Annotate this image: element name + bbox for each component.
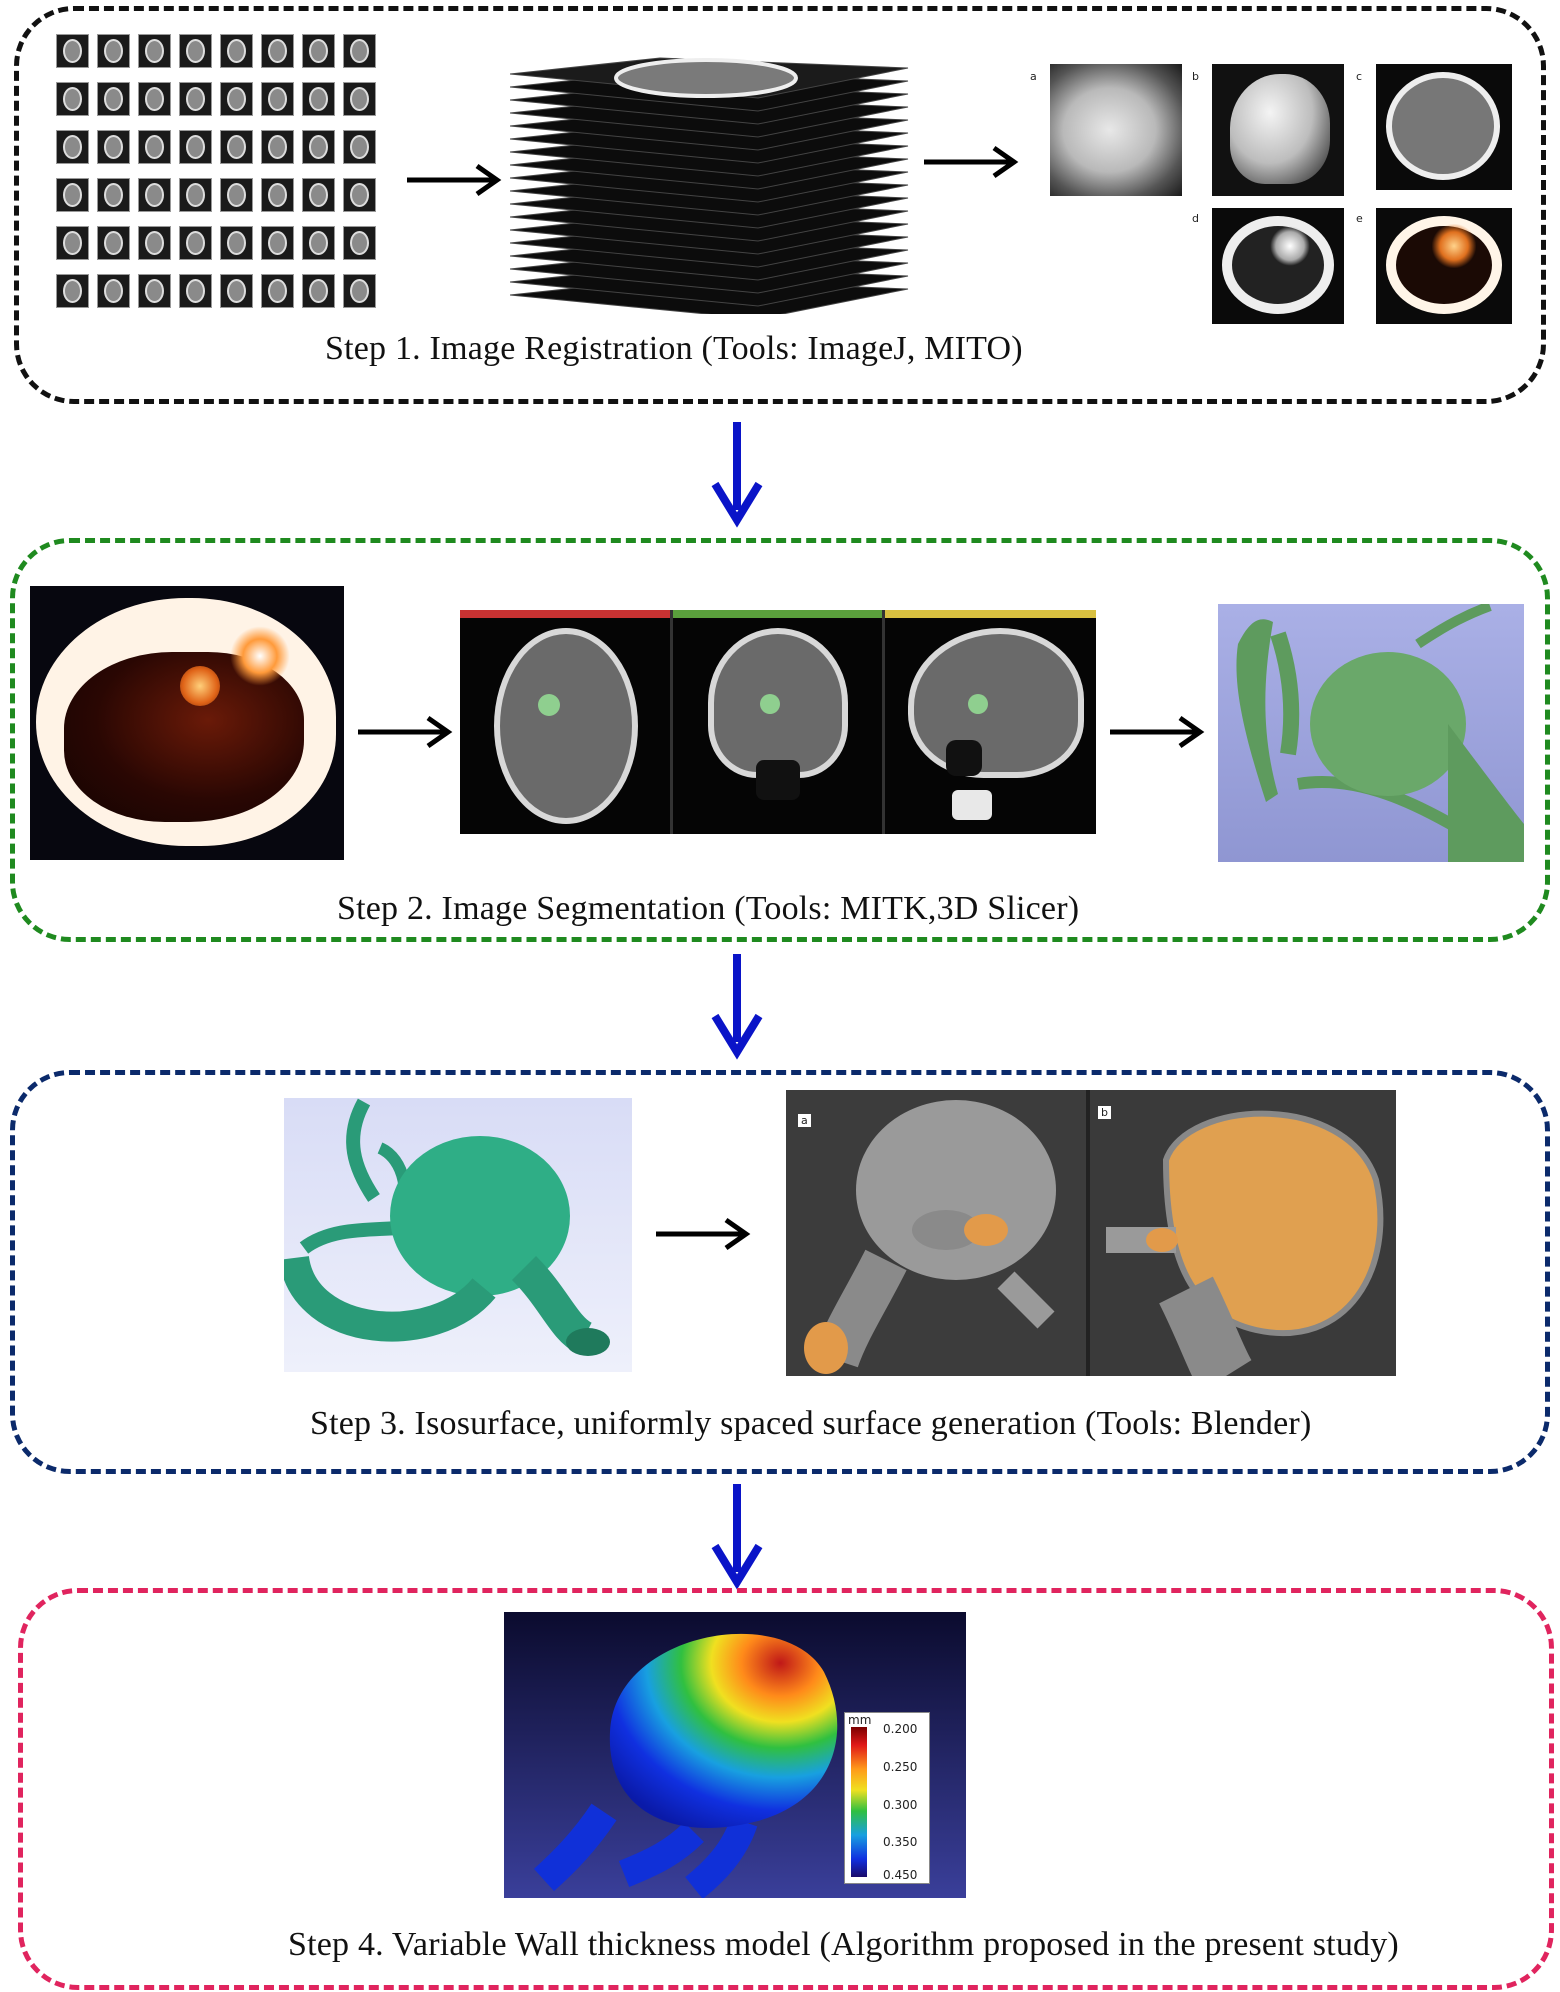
ct-slice-thumbnail [56,130,89,164]
colorbar-tick-2: 0.300 [883,1798,918,1812]
ct-slice-thumbnail [97,34,130,68]
step1-panel [14,6,1546,404]
step3-caption: Step 3. Isosurface, uniformly spaced sur… [310,1405,1312,1442]
step2-panel [10,538,1550,942]
ct-slice-thumbnail [138,82,171,116]
render-label-d: d [1192,212,1199,225]
colorbar-tick-0: 0.200 [883,1722,918,1736]
ct-slice-thumbnail [56,82,89,116]
ct-slice-thumbnail [261,274,294,308]
mesh-label-b: b [1098,1106,1111,1119]
ct-slice-thumbnail [302,178,335,212]
render-skin-a [1050,64,1182,196]
ct-slice-thumbnail [302,226,335,260]
render-label-e: e [1356,212,1363,225]
ct-slice-grid [56,34,386,316]
ct-slice-thumbnail [261,82,294,116]
ct-slice-thumbnail [261,130,294,164]
render-skull-b [1212,64,1344,196]
step3-panel [10,1070,1550,1474]
ct-slice-thumbnail [179,274,212,308]
ct-slice-thumbnail [343,178,376,212]
arrow-step3 [656,1217,751,1251]
ct-slice-thumbnail [302,34,335,68]
ct-slice-thumbnail [220,130,253,164]
colorbar-tick-1: 0.250 [883,1760,918,1774]
step4-panel [18,1588,1554,1990]
slicer-orthogonal-views [460,610,1096,834]
render-label-b: b [1192,70,1199,83]
render-label-c: c [1356,70,1363,83]
ct-slice-thumbnail [179,178,212,212]
ct-slice-thumbnail [138,226,171,260]
thickness-colorbar: mm 0.200 0.250 0.300 0.350 0.450 [844,1712,930,1884]
ct-slice-thumbnail [343,34,376,68]
colorbar-unit: mm [848,1713,872,1727]
render-label-a: a [1030,70,1037,83]
ct-slice-thumbnail [138,178,171,212]
ct-slice-thumbnail [302,82,335,116]
ct-slice-thumbnail [56,34,89,68]
flow-arrow-1-to-2 [711,422,763,528]
ct-slice-thumbnail [97,226,130,260]
ct-slice-thumbnail [138,34,171,68]
ct-slice-thumbnail [138,130,171,164]
flow-arrow-3-to-4 [711,1484,763,1590]
step1-caption: Step 1. Image Registration (Tools: Image… [325,330,1023,367]
ct-slice-thumbnail [261,178,294,212]
mesh-label-a: a [798,1114,811,1127]
segmented-aneurysm-model [1218,604,1524,862]
render-vessels-d [1212,208,1344,324]
ct-slice-thumbnail [56,226,89,260]
ct-slice-thumbnail [179,226,212,260]
ct-slice-thumbnail [179,130,212,164]
ct-slice-thumbnail [220,82,253,116]
arrow-step1-a [407,163,502,197]
ct-slice-thumbnail [220,274,253,308]
arrow-step2-a [358,715,453,749]
ct-slice-thumbnail [220,178,253,212]
ct-slice-thumbnail [343,274,376,308]
ct-slice-thumbnail [261,226,294,260]
ct-slice-thumbnail [343,226,376,260]
colorbar-tick-4: 0.450 [883,1868,918,1882]
arrow-step1-b [924,145,1019,179]
ct-slice-thumbnail [343,82,376,116]
render-vessels-e [1376,208,1512,324]
ct-slice-thumbnail [138,274,171,308]
ct-slice-thumbnail [56,178,89,212]
render-slice-c [1376,64,1512,190]
ct-slice-thumbnail [97,82,130,116]
isosurface-model [284,1098,632,1372]
ct-slice-thumbnail [302,274,335,308]
colorbar-tick-3: 0.350 [883,1835,918,1849]
ct-volume-stack [510,57,909,314]
segmentation-source-render [30,586,344,860]
uniform-mesh-views: a b [786,1090,1396,1376]
ct-slice-thumbnail [97,274,130,308]
ct-slice-thumbnail [179,82,212,116]
ct-slice-thumbnail [220,34,253,68]
ct-slice-thumbnail [302,130,335,164]
arrow-step2-b [1110,715,1205,749]
ct-slice-thumbnail [56,274,89,308]
step4-caption: Step 4. Variable Wall thickness model (A… [288,1926,1399,1963]
ct-slice-thumbnail [220,226,253,260]
ct-slice-thumbnail [343,130,376,164]
ct-slice-thumbnail [97,130,130,164]
step2-caption: Step 2. Image Segmentation (Tools: MITK,… [337,890,1080,927]
ct-slice-thumbnail [179,34,212,68]
volume-top-slice-head [614,58,798,98]
ct-slice-thumbnail [261,34,294,68]
flow-arrow-2-to-3 [711,954,763,1060]
ct-slice-thumbnail [97,178,130,212]
colorbar-gradient [851,1727,867,1877]
